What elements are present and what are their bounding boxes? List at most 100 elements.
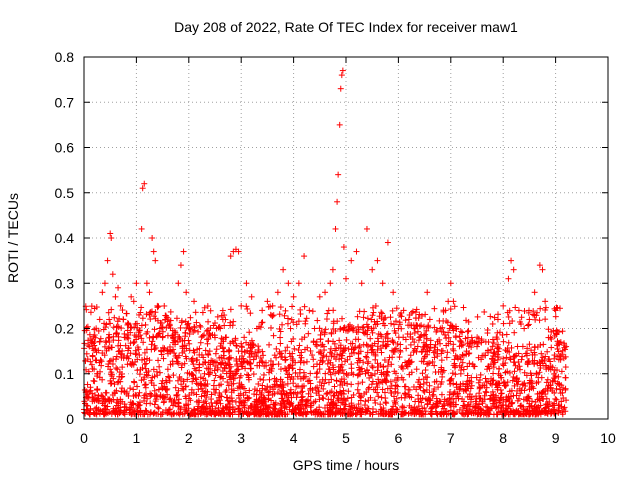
data-point (500, 338, 507, 345)
data-point (212, 411, 219, 418)
data-point (265, 389, 272, 396)
data-point (284, 320, 291, 327)
data-point (114, 330, 121, 337)
data-point (335, 344, 342, 351)
data-point (420, 380, 427, 387)
data-point (464, 340, 471, 347)
data-point (416, 383, 423, 390)
data-point (302, 318, 309, 325)
data-point (322, 370, 329, 377)
data-point (483, 389, 490, 396)
data-point (227, 253, 234, 260)
data-point (562, 364, 569, 371)
data-point (223, 409, 230, 416)
data-point (197, 374, 204, 381)
data-point (338, 355, 345, 362)
data-point (491, 314, 498, 321)
data-point (383, 377, 390, 384)
data-point (392, 401, 399, 408)
data-point (494, 384, 501, 391)
data-point (102, 389, 109, 396)
data-point (481, 308, 488, 315)
data-point (246, 329, 253, 336)
data-point (500, 355, 507, 362)
data-point (246, 394, 253, 401)
data-point (244, 371, 251, 378)
data-point (157, 411, 164, 418)
data-point (448, 395, 455, 402)
data-point (227, 398, 234, 405)
data-point (265, 396, 272, 403)
data-point (503, 408, 510, 415)
data-point (203, 400, 210, 407)
data-point (337, 325, 344, 332)
y-tick-label: 0.2 (55, 321, 75, 337)
data-point (355, 326, 362, 333)
data-point (354, 313, 361, 320)
data-point (536, 390, 543, 397)
data-point (457, 370, 464, 377)
data-point (533, 309, 540, 316)
data-point (234, 385, 241, 392)
data-point (409, 336, 416, 343)
data-point (205, 365, 212, 372)
data-point (468, 334, 475, 341)
data-point (429, 393, 436, 400)
data-point (259, 385, 266, 392)
data-point (85, 394, 92, 401)
data-point (506, 320, 513, 327)
data-point (492, 405, 499, 412)
data-point (518, 314, 525, 321)
data-point (130, 298, 137, 305)
data-point (337, 351, 344, 358)
data-point (175, 280, 182, 287)
data-point (265, 303, 272, 310)
data-point (550, 327, 557, 334)
data-point (155, 357, 162, 364)
data-point (421, 343, 428, 350)
data-point (138, 322, 145, 329)
data-point (534, 409, 541, 416)
data-point (399, 403, 406, 410)
data-point (544, 348, 551, 355)
data-point (507, 355, 514, 362)
data-point (178, 317, 185, 324)
data-point (384, 239, 391, 246)
data-point (556, 305, 563, 312)
data-point (167, 308, 174, 315)
data-point (545, 326, 552, 333)
data-point (219, 316, 226, 323)
data-point (465, 318, 472, 325)
data-point (221, 355, 228, 362)
data-point (359, 324, 366, 331)
data-point (170, 372, 177, 379)
data-point (450, 380, 457, 387)
data-point (531, 289, 538, 296)
data-point (393, 345, 400, 352)
data-point (227, 319, 234, 326)
data-point (339, 67, 346, 74)
data-point (552, 307, 559, 314)
data-point (502, 347, 509, 354)
data-point (105, 309, 112, 316)
data-point (126, 406, 133, 413)
data-point (220, 375, 227, 382)
data-point (130, 340, 137, 347)
data-point (202, 347, 209, 354)
data-point (110, 333, 117, 340)
data-point (343, 275, 349, 282)
data-point (464, 363, 471, 370)
data-point (365, 386, 372, 393)
data-point (228, 395, 235, 402)
data-point (86, 331, 93, 338)
data-point (154, 404, 161, 411)
data-point (241, 409, 248, 416)
data-point (378, 309, 385, 316)
data-point (200, 354, 207, 361)
data-point (87, 358, 94, 365)
data-point (174, 391, 181, 398)
data-point (432, 341, 439, 348)
data-point (419, 410, 426, 417)
data-point (119, 307, 126, 314)
data-point (92, 334, 99, 341)
